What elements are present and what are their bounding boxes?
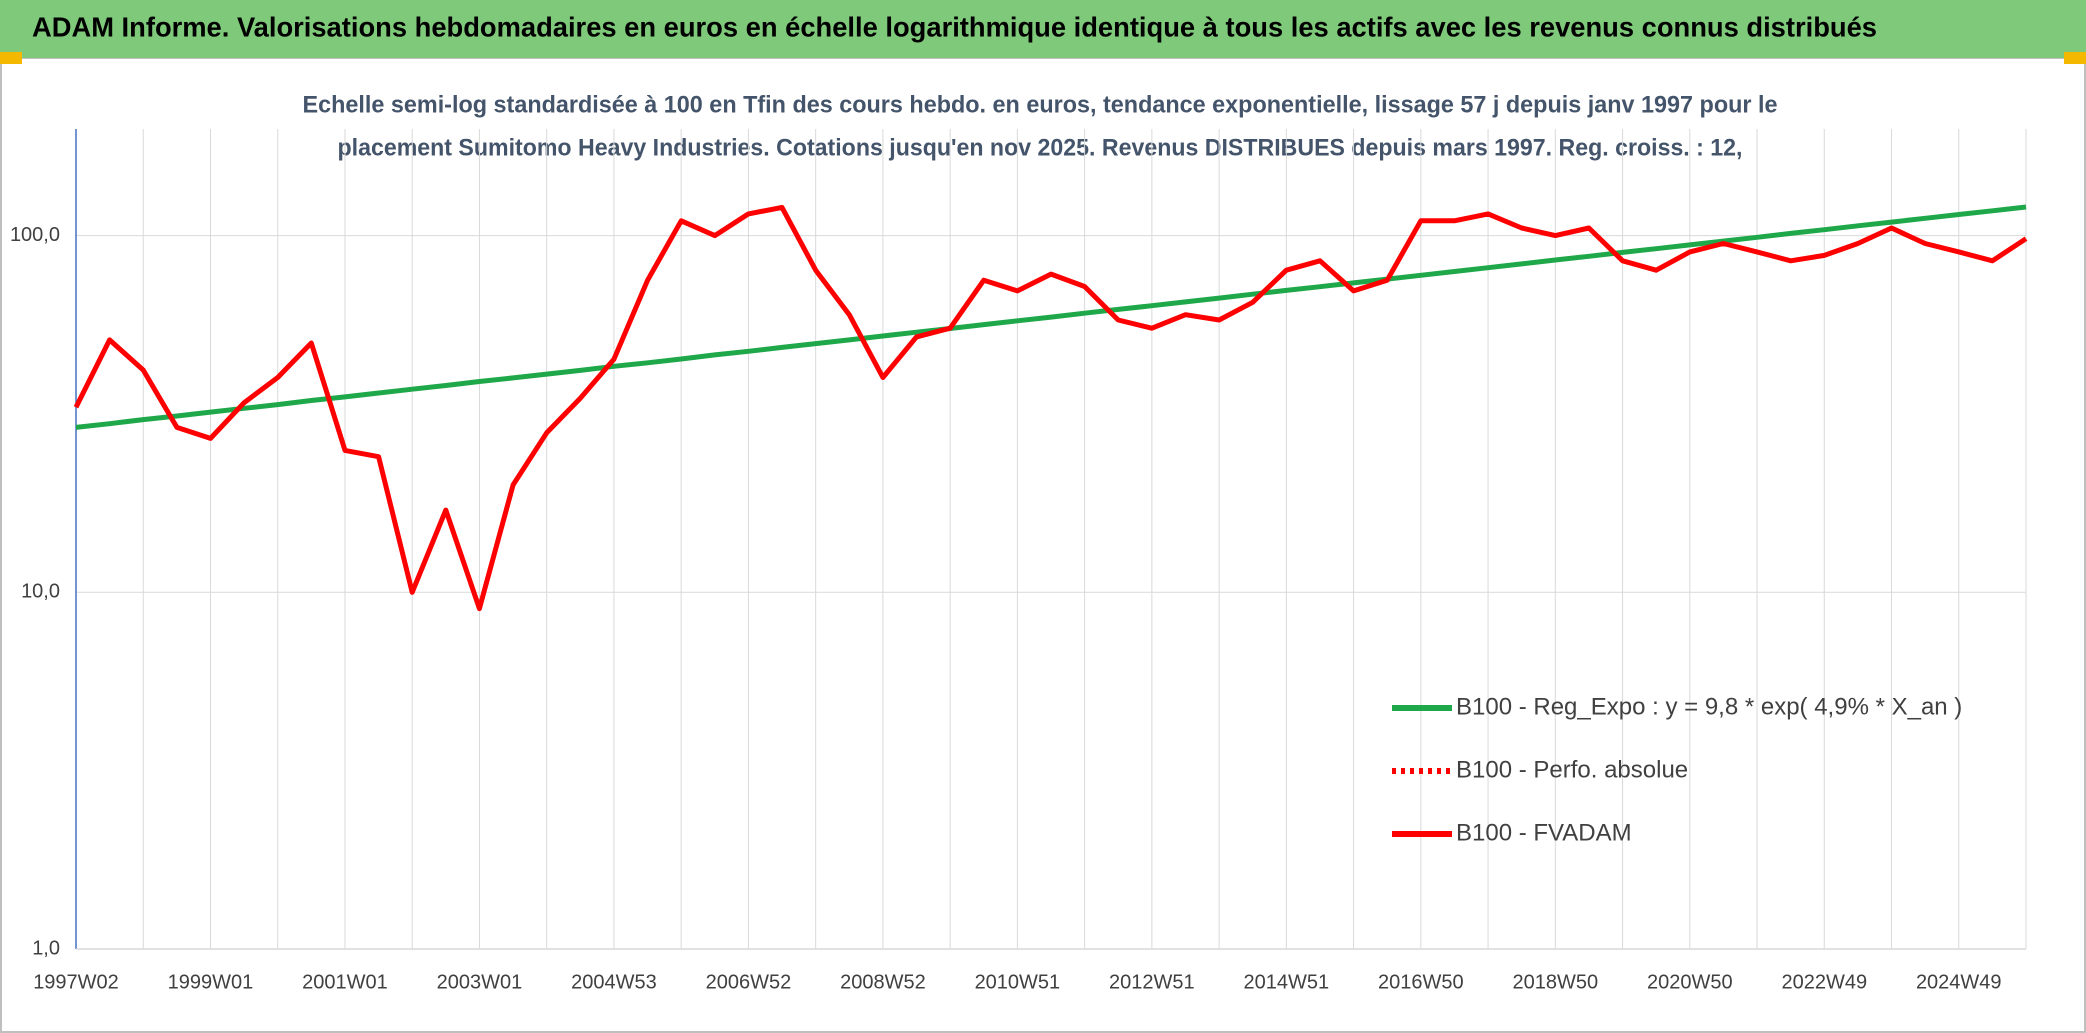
y-tick-label: 1,0	[32, 937, 60, 959]
x-tick-label: 1999W01	[168, 971, 254, 993]
x-tick-label: 2004W53	[571, 971, 657, 993]
x-tick-label: 2012W51	[1109, 971, 1195, 993]
x-tick-label: 2020W50	[1647, 971, 1733, 993]
chart-title: ADAM Informe. Valorisations hebdomadaire…	[32, 11, 1877, 42]
x-tick-label: 2010W51	[975, 971, 1061, 993]
x-tick-label: 2018W50	[1512, 971, 1598, 993]
x-tick-label: 2003W01	[437, 971, 523, 993]
x-tick-label: 2014W51	[1244, 971, 1330, 993]
x-tick-label: 1997W02	[33, 971, 119, 993]
x-tick-label: 2008W52	[840, 971, 926, 993]
line-series	[75, 204, 2027, 430]
corner	[2064, 52, 2086, 64]
line-series	[73, 204, 2028, 612]
subtitle: Echelle semi-log standardisée à 100 en T…	[303, 91, 1778, 118]
legend-label: B100 - Reg_Expo : y = 9,8 * exp( 4,9% * …	[1456, 693, 1962, 720]
x-tick-label: 2016W50	[1378, 971, 1464, 993]
y-tick-label: 100,0	[10, 224, 60, 246]
x-tick-label: 2024W49	[1916, 971, 2002, 993]
header-band	[0, 0, 2086, 58]
x-tick-label: 2001W01	[302, 971, 388, 993]
corner	[0, 52, 22, 64]
legend-label: B100 - FVADAM	[1456, 819, 1632, 846]
legend-label: B100 - Perfo. absolue	[1456, 756, 1688, 783]
y-tick-label: 10,0	[21, 581, 60, 603]
subtitle: placement Sumitomo Heavy Industries. Cot…	[338, 134, 1743, 161]
x-tick-label: 2006W52	[706, 971, 792, 993]
x-tick-label: 2022W49	[1781, 971, 1867, 993]
